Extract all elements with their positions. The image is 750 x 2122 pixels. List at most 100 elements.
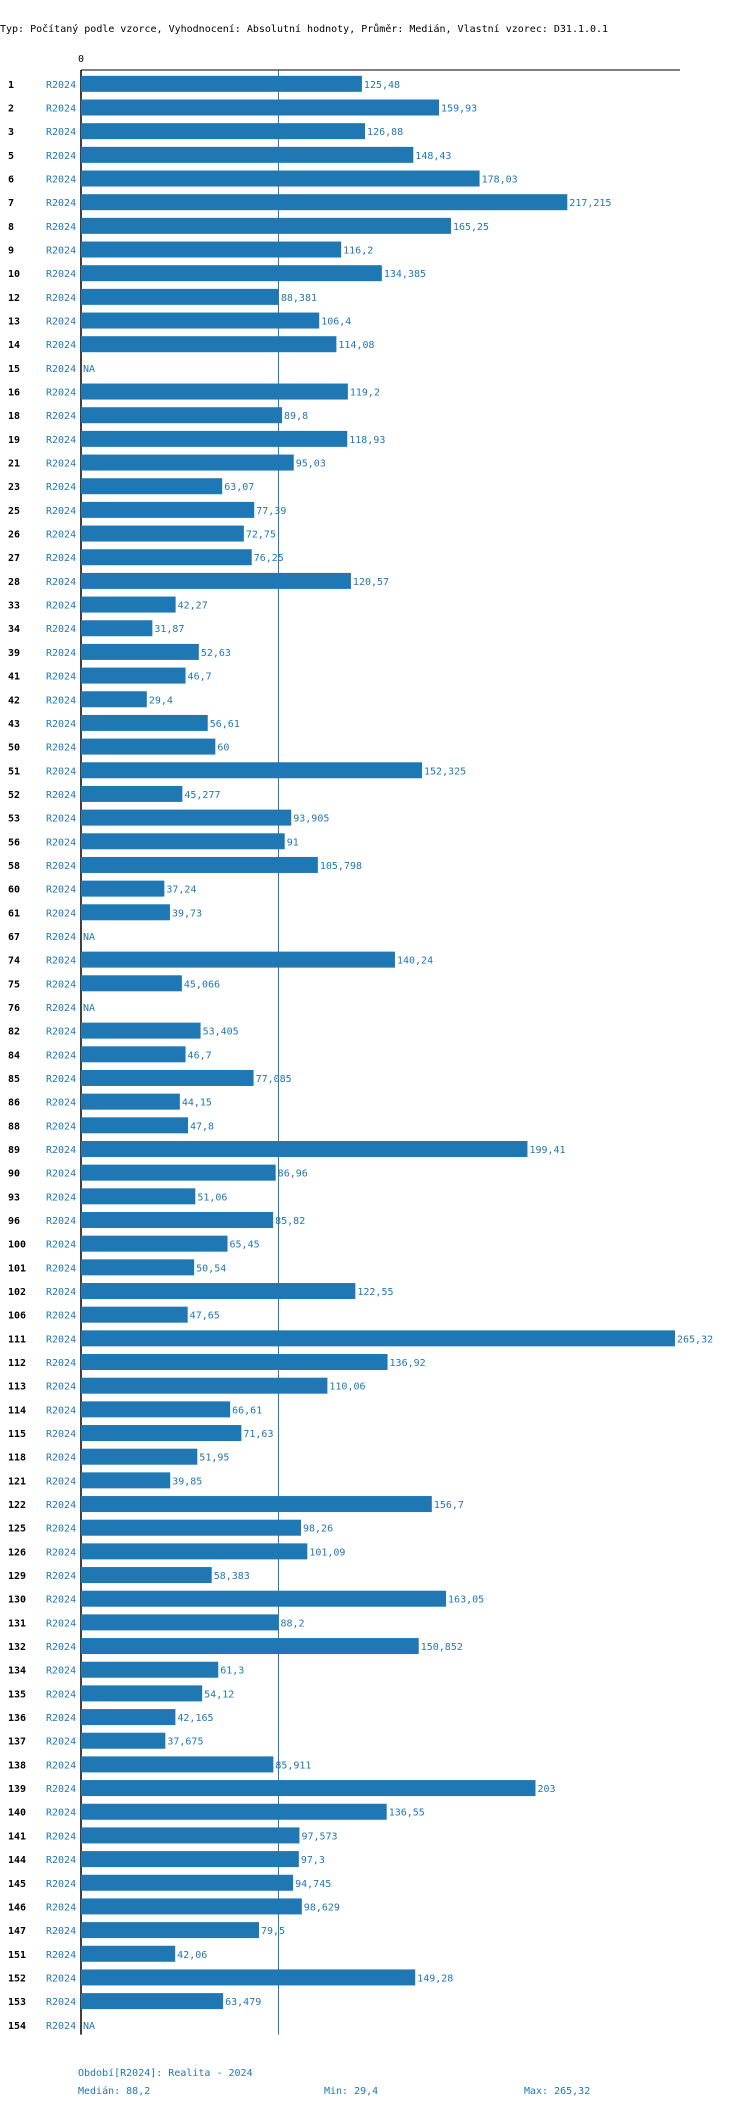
row-id-label: 88 — [8, 1121, 20, 1132]
data-label: 156,7 — [434, 1500, 464, 1511]
data-label: 52,63 — [201, 648, 231, 659]
bar — [81, 1093, 180, 1110]
period-label: R2024 — [46, 2021, 76, 2032]
data-label: 79,5 — [261, 1926, 285, 1937]
row-id-label: 8 — [8, 222, 14, 233]
bar — [81, 1283, 356, 1300]
period-label: R2024 — [46, 861, 76, 872]
data-label: 88,381 — [281, 293, 317, 304]
data-label: 53,405 — [203, 1027, 239, 1038]
period-label: R2024 — [46, 364, 76, 375]
row-id-label: 9 — [8, 246, 14, 257]
period-label: R2024 — [46, 246, 76, 257]
bar — [81, 1164, 276, 1181]
row-id-label: 51 — [8, 766, 20, 777]
data-label: 60 — [217, 743, 229, 754]
row-id-label: 43 — [8, 719, 20, 730]
row-id-label: 147 — [8, 1926, 26, 1937]
bar — [81, 1780, 536, 1797]
data-label: 47,65 — [190, 1311, 220, 1322]
bar — [81, 1211, 274, 1228]
bar — [81, 880, 165, 897]
data-label: 76,25 — [254, 553, 284, 564]
row-id-label: 89 — [8, 1145, 20, 1156]
bar — [81, 383, 348, 400]
bar — [81, 336, 337, 353]
bar — [81, 1709, 176, 1726]
bar — [81, 1732, 166, 1749]
data-label: 97,3 — [301, 1855, 325, 1866]
row-id-label: 101 — [8, 1263, 26, 1274]
data-label: 63,479 — [225, 1997, 261, 2008]
data-label: 116,2 — [343, 246, 373, 257]
bar — [81, 1046, 186, 1063]
bar — [81, 1993, 224, 2010]
row-id-label: 52 — [8, 790, 20, 801]
bar — [81, 572, 351, 589]
period-label: R2024 — [46, 837, 76, 848]
period-label: R2024 — [46, 435, 76, 446]
bar — [81, 1661, 219, 1678]
data-label: 61,3 — [220, 1666, 244, 1677]
period-label: R2024 — [46, 719, 76, 730]
row-id-label: 23 — [8, 482, 20, 493]
row-id-label: 42 — [8, 695, 20, 706]
bar — [81, 312, 320, 329]
data-label: 77,39 — [256, 506, 286, 517]
na-label: NA — [83, 364, 95, 375]
bar — [81, 1756, 274, 1773]
period-label: R2024 — [46, 1760, 76, 1771]
bar — [81, 1969, 416, 1986]
period-label: R2024 — [46, 624, 76, 635]
bar — [81, 762, 423, 779]
bar — [81, 904, 170, 921]
row-id-label: 15 — [8, 364, 20, 375]
row-id-label: 26 — [8, 530, 20, 541]
data-label: 47,8 — [190, 1121, 214, 1132]
row-id-label: 144 — [8, 1855, 26, 1866]
bar — [81, 430, 348, 447]
data-label: 45,066 — [184, 979, 220, 990]
na-label: NA — [83, 932, 95, 943]
row-id-label: 86 — [8, 1098, 20, 1109]
row-id-label: 60 — [8, 885, 20, 896]
row-id-label: 152 — [8, 1973, 26, 1984]
period-label: R2024 — [46, 885, 76, 896]
data-label: 89,8 — [284, 411, 308, 422]
period-label: R2024 — [46, 530, 76, 541]
bar — [81, 501, 255, 518]
row-id-label: 140 — [8, 1808, 26, 1819]
period-label: R2024 — [46, 1263, 76, 1274]
row-id-label: 141 — [8, 1831, 26, 1842]
bar — [81, 288, 279, 305]
bar — [81, 1898, 302, 1915]
row-id-label: 114 — [8, 1405, 26, 1416]
data-label: 93,905 — [293, 814, 329, 825]
data-label: 136,55 — [389, 1808, 425, 1819]
period-label: R2024 — [46, 198, 76, 209]
row-id-label: 13 — [8, 317, 20, 328]
row-id-label: 75 — [8, 979, 20, 990]
bar — [81, 1472, 171, 1489]
period-label: R2024 — [46, 1050, 76, 1061]
data-label: 265,32 — [677, 1334, 713, 1345]
period-label: R2024 — [46, 1618, 76, 1629]
row-id-label: 12 — [8, 293, 20, 304]
row-id-label: 7 — [8, 198, 14, 209]
bar — [81, 1590, 447, 1607]
row-id-label: 56 — [8, 837, 20, 848]
period-label: R2024 — [46, 411, 76, 422]
data-label: 163,05 — [448, 1595, 484, 1606]
row-id-label: 10 — [8, 269, 20, 280]
period-label: R2024 — [46, 151, 76, 162]
period-label: R2024 — [46, 80, 76, 91]
period-label: R2024 — [46, 1689, 76, 1700]
row-id-label: 84 — [8, 1050, 20, 1061]
bar — [81, 1377, 328, 1394]
row-id-label: 137 — [8, 1737, 26, 1748]
data-label: 95,03 — [296, 459, 326, 470]
row-id-label: 130 — [8, 1595, 26, 1606]
bar — [81, 951, 395, 968]
bar — [81, 1330, 675, 1347]
bar — [81, 454, 294, 471]
